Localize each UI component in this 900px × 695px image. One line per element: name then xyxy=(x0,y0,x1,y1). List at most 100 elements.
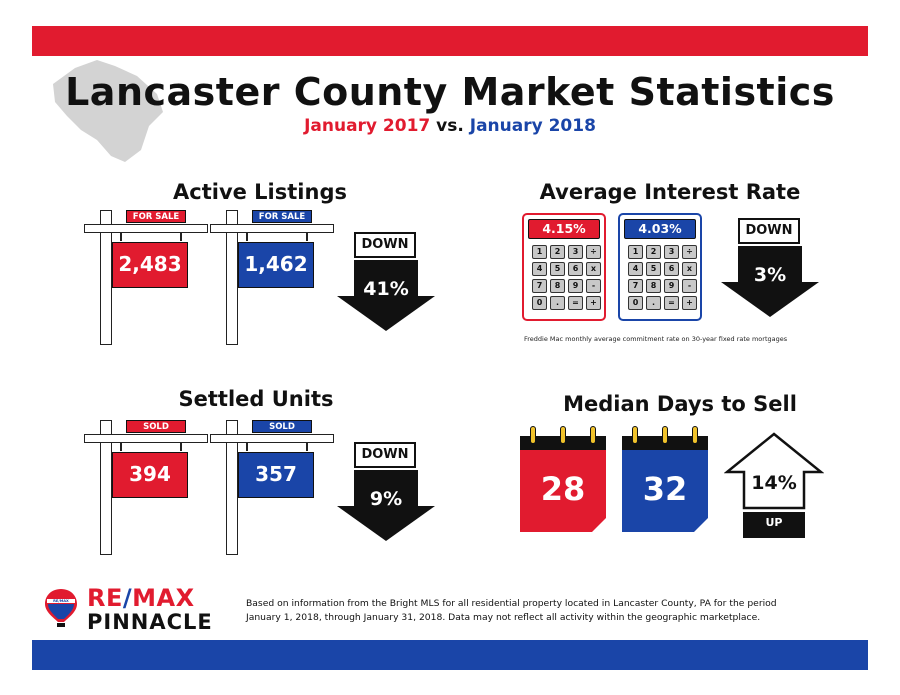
sold-tag: SOLD xyxy=(126,420,186,433)
calc-key: . xyxy=(550,296,565,310)
sign-post xyxy=(100,420,112,555)
bottom-blue-band xyxy=(32,640,868,670)
remax-slash: / xyxy=(122,584,133,612)
interest-rate-2017-value: 4.15% xyxy=(528,219,600,239)
calc-key: 2 xyxy=(646,245,661,259)
sign-post xyxy=(100,210,112,345)
calculator-2017: 4.15% 1 2 3 ÷ 4 5 6 x 7 8 9 - 0 . = + xyxy=(522,213,606,321)
disclaimer-line: Based on information from the Bright MLS… xyxy=(246,598,777,609)
sign-hook xyxy=(306,233,308,241)
sign-hook xyxy=(306,443,308,451)
calendar-2017: 28 xyxy=(520,426,606,536)
settled-units-down-arrow: DOWN 9% xyxy=(336,442,436,542)
pinnacle-wordmark: PINNACLE xyxy=(87,610,213,634)
calendar-2018: 32 xyxy=(622,426,708,536)
down-arrow-icon xyxy=(337,470,435,541)
calc-key: 8 xyxy=(646,279,661,293)
calc-key: 4 xyxy=(532,262,547,276)
sign-post xyxy=(226,210,238,345)
calc-key: 1 xyxy=(532,245,547,259)
for-sale-sign-2017: FOR SALE 2,483 xyxy=(84,210,214,345)
calc-key: 2 xyxy=(550,245,565,259)
down-label: DOWN xyxy=(354,232,416,258)
page-curl xyxy=(690,518,708,536)
active-listings-2017-value: 2,483 xyxy=(112,242,188,288)
calc-key: 6 xyxy=(568,262,583,276)
sold-sign-2018: SOLD 357 xyxy=(210,420,340,555)
down-arrow-icon xyxy=(721,246,819,317)
page-curl xyxy=(588,518,606,536)
calendar-ring-icon xyxy=(530,426,536,444)
calc-key: 0 xyxy=(628,296,643,310)
top-red-band xyxy=(32,26,868,56)
calc-key: - xyxy=(682,279,697,293)
days-to-sell-up-arrow: 14% UP xyxy=(724,432,824,540)
up-arrow-icon xyxy=(724,432,824,538)
active-listings-down-arrow: DOWN 41% xyxy=(336,232,436,332)
page-subtitle: January 2017 vs. January 2018 xyxy=(0,116,900,136)
calc-key: 6 xyxy=(664,262,679,276)
calc-key: x xyxy=(586,262,601,276)
calc-key: 3 xyxy=(664,245,679,259)
down-label: DOWN xyxy=(354,442,416,468)
county-map-icon xyxy=(53,60,163,162)
sign-post xyxy=(226,420,238,555)
calc-key: 4 xyxy=(628,262,643,276)
sign-hook xyxy=(246,233,248,241)
disclaimer: Based on information from the Bright MLS… xyxy=(246,597,866,625)
active-listings-title: Active Listings xyxy=(173,180,347,204)
calc-key: ÷ xyxy=(586,245,601,259)
calc-key: 8 xyxy=(550,279,565,293)
calc-key: = xyxy=(568,296,583,310)
sign-hook xyxy=(120,443,122,451)
calc-key: 7 xyxy=(532,279,547,293)
interest-rate-change: 3% xyxy=(753,264,787,286)
calculator-keypad: 1 2 3 ÷ 4 5 6 x 7 8 9 - 0 . = + xyxy=(532,245,601,310)
days-to-sell-title: Median Days to Sell xyxy=(563,392,797,416)
calc-key: 9 xyxy=(568,279,583,293)
page-title: Lancaster County Market Statistics xyxy=(65,70,835,114)
calc-key: = xyxy=(664,296,679,310)
sold-tag: SOLD xyxy=(252,420,312,433)
interest-rate-2018-value: 4.03% xyxy=(624,219,696,239)
balloon-icon: RE/MAX xyxy=(45,589,77,627)
remax-wordmark: RE/MAX xyxy=(87,584,195,612)
interest-rate-title: Average Interest Rate xyxy=(539,180,801,204)
sign-arm xyxy=(210,224,334,233)
settled-units-2018-value: 357 xyxy=(238,452,314,498)
remax-max: MAX xyxy=(132,584,195,612)
calc-key: 0 xyxy=(532,296,547,310)
active-listings-2018-value: 1,462 xyxy=(238,242,314,288)
settled-units-change: 9% xyxy=(369,488,403,510)
calc-key: + xyxy=(586,296,601,310)
calc-key: 7 xyxy=(628,279,643,293)
days-to-sell-change: 14% xyxy=(751,472,797,494)
balloon-text: RE/MAX xyxy=(53,599,69,603)
calendar-ring-icon xyxy=(662,426,668,444)
interest-rate-down-arrow: DOWN 3% xyxy=(720,218,820,318)
disclaimer-line: January 1, 2018, through January 31, 201… xyxy=(246,612,761,623)
sign-arm xyxy=(84,224,208,233)
sign-arm xyxy=(210,434,334,443)
settled-units-title: Settled Units xyxy=(178,387,334,411)
subtitle-2018: January 2018 xyxy=(469,116,596,136)
sign-arm xyxy=(84,434,208,443)
calc-key: 3 xyxy=(568,245,583,259)
calculator-2018: 4.03% 1 2 3 ÷ 4 5 6 x 7 8 9 - 0 . = + xyxy=(618,213,702,321)
calc-key: 5 xyxy=(550,262,565,276)
calc-key: - xyxy=(586,279,601,293)
days-to-sell-2017-value: 28 xyxy=(520,450,606,532)
calendar-ring-icon xyxy=(560,426,566,444)
settled-units-2017-value: 394 xyxy=(112,452,188,498)
calc-key: 1 xyxy=(628,245,643,259)
subtitle-vs: vs. xyxy=(436,116,464,136)
calc-key: ÷ xyxy=(682,245,697,259)
subtitle-2017: January 2017 xyxy=(304,116,431,136)
for-sale-sign-2018: FOR SALE 1,462 xyxy=(210,210,340,345)
down-label: DOWN xyxy=(738,218,800,244)
sign-hook xyxy=(246,443,248,451)
calc-key: 5 xyxy=(646,262,661,276)
for-sale-tag: FOR SALE xyxy=(252,210,312,223)
remax-re: RE xyxy=(87,584,123,612)
sign-hook xyxy=(180,443,182,451)
